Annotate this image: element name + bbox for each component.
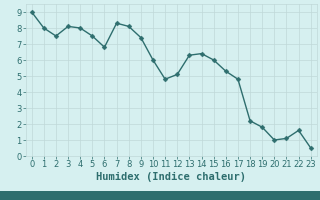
- X-axis label: Humidex (Indice chaleur): Humidex (Indice chaleur): [96, 172, 246, 182]
